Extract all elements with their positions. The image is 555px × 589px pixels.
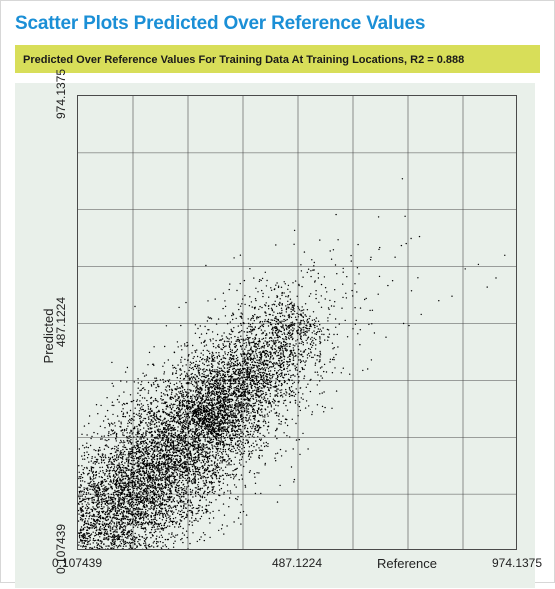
- y-axis-tick: 487.1224: [54, 282, 68, 362]
- section-title: Scatter Plots Predicted Over Reference V…: [15, 13, 540, 35]
- y-axis-tick: 974.1375: [54, 54, 68, 134]
- x-axis-tick: 0.107439: [37, 556, 117, 570]
- x-axis-label: Reference: [377, 556, 437, 582]
- x-axis-tick: 974.1375: [477, 556, 555, 570]
- report-panel: Scatter Plots Predicted Over Reference V…: [0, 0, 555, 583]
- x-axis-tick: 487.1224: [257, 556, 337, 570]
- subtitle-bar: Predicted Over Reference Values For Trai…: [15, 45, 540, 73]
- plot-area: [77, 95, 517, 550]
- subtitle-text: Predicted Over Reference Values For Trai…: [23, 54, 464, 66]
- y-axis-tick: 0.107439: [54, 509, 68, 589]
- scatter-plot: Predicted Reference 0.107439487.1224974.…: [15, 83, 535, 588]
